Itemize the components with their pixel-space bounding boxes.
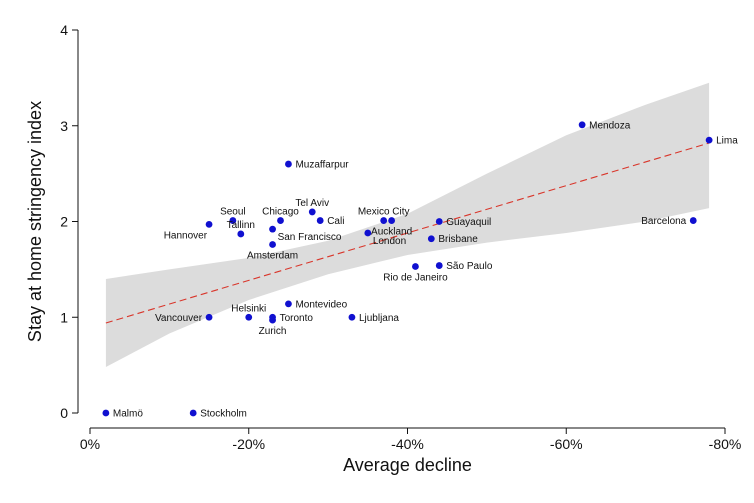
- data-point: [102, 409, 110, 417]
- point-label: Muzaffarpur: [295, 160, 349, 171]
- point-label: Mexico City: [358, 207, 410, 218]
- x-axis-title: Average decline: [343, 455, 472, 475]
- axes: 0% -20% -40% -60% -80% 0 1 2 3 4: [60, 22, 741, 452]
- y-tick-label: 2: [60, 214, 68, 230]
- point-label: Seoul: [220, 207, 246, 218]
- point-label: London: [373, 236, 406, 247]
- y-tick-label: 1: [60, 309, 68, 325]
- point-label: Toronto: [280, 313, 314, 324]
- point-label: Rio de Janeiro: [383, 273, 448, 284]
- fit-line: [105, 142, 710, 324]
- point-label: San Francisco: [278, 232, 342, 243]
- point-label: Cali: [327, 216, 344, 227]
- y-axis-title: Stay at home stringency index: [25, 101, 45, 342]
- data-point: [269, 225, 276, 233]
- data-point: [705, 136, 713, 144]
- data-point: [435, 262, 443, 269]
- point-label: Malmö: [113, 409, 143, 420]
- data-point: [308, 208, 316, 216]
- point-label: Tel Aviv: [295, 198, 329, 209]
- x-tick-label: -40%: [391, 436, 424, 452]
- point-label: Auckland: [371, 227, 412, 238]
- x-tick-label: 0%: [80, 436, 100, 452]
- data-point: [237, 230, 245, 238]
- y-tick-label: 0: [60, 405, 68, 421]
- data-point: [689, 217, 697, 224]
- data-point: [316, 217, 324, 224]
- data-point: [412, 263, 419, 270]
- point-label: Chicago: [262, 207, 299, 218]
- data-point: [229, 217, 237, 224]
- point-label: Amsterdam: [247, 250, 298, 261]
- point-label: Mendoza: [589, 120, 631, 131]
- data-point: [435, 218, 443, 225]
- point-label: Hannover: [164, 230, 208, 241]
- x-tick-label: -80%: [709, 436, 742, 452]
- x-tick-label: -20%: [232, 436, 265, 452]
- point-label: São Paulo: [446, 261, 493, 272]
- data-point: [269, 241, 276, 248]
- data-point: [205, 313, 213, 321]
- point-label: Montevideo: [295, 299, 347, 310]
- data-point: [189, 409, 197, 417]
- data-point: [285, 300, 292, 308]
- point-label: Guayaquil: [446, 217, 491, 228]
- fit-line-layer: [105, 142, 710, 324]
- points-layer: [102, 121, 713, 417]
- data-point: [364, 229, 372, 237]
- data-point: [578, 121, 586, 129]
- point-labels-layer: Malmö Stockholm Vancouver Helsinki Toronto Zu…: [113, 120, 738, 419]
- point-label: Brisbane: [438, 234, 478, 245]
- y-tick-label: 4: [60, 22, 68, 38]
- x-tick-label: -60%: [550, 436, 583, 452]
- confidence-band-layer: [105, 82, 710, 367]
- data-point: [388, 217, 396, 224]
- data-point: [348, 313, 356, 321]
- data-point: [205, 220, 213, 228]
- point-label: Zurich: [259, 326, 287, 337]
- point-label: Lima: [716, 136, 738, 147]
- data-point: [269, 316, 276, 324]
- point-label: Vancouver: [155, 313, 203, 324]
- point-label: Barcelona: [641, 216, 686, 227]
- y-tick-label: 3: [60, 118, 68, 134]
- data-point: [380, 217, 388, 224]
- point-label: Stockholm: [200, 409, 247, 420]
- data-point: [427, 235, 435, 243]
- data-point: [245, 313, 253, 321]
- point-label: Tallinn: [227, 220, 255, 231]
- point-label: Helsinki: [231, 303, 266, 314]
- point-label: Ljubljana: [359, 313, 399, 324]
- confidence-band: [105, 82, 710, 367]
- data-point: [277, 217, 284, 224]
- data-point: [285, 160, 292, 168]
